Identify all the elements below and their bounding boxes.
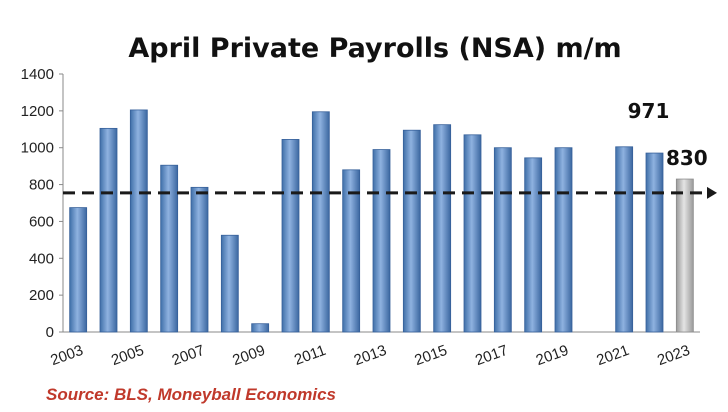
y-tick-label: 400 (29, 250, 54, 267)
y-tick-label: 1400 (21, 66, 54, 83)
bar-2006 (160, 164, 179, 333)
x-tick-label: 2009 (230, 342, 267, 369)
y-tick-label: 1000 (21, 140, 54, 157)
y-tick-label: 600 (29, 213, 54, 230)
x-tick-label: 2023 (655, 342, 692, 369)
y-tick-label: 800 (29, 177, 54, 194)
data-label-2023: 830 (666, 146, 708, 170)
bar-2009 (251, 323, 270, 333)
bar-2017 (493, 147, 512, 333)
x-tick-label: 2003 (48, 342, 85, 369)
bar-2014 (402, 129, 421, 333)
bar-2012 (342, 169, 361, 333)
bars (69, 109, 694, 333)
bar-2021 (615, 146, 634, 333)
bar-2010 (281, 139, 300, 333)
data-labels: 971 830 (628, 99, 708, 170)
source-note: Source: BLS, Moneyball Economics (46, 385, 336, 404)
bar-2013 (372, 149, 391, 333)
reference-line-arrow (707, 186, 717, 199)
bar-2003 (69, 207, 88, 333)
bar-2018 (524, 157, 543, 333)
x-tick-label: 2007 (170, 342, 207, 369)
x-tick-label: 2017 (473, 342, 510, 369)
x-tick-label: 2015 (412, 342, 449, 369)
chart-title: April Private Payrolls (NSA) m/m (128, 33, 621, 64)
bar-2016 (463, 134, 482, 333)
bar-2008 (220, 234, 239, 333)
y-tick-labels: 0 200 400 600 800 1000 1200 1400 (21, 66, 63, 341)
x-tick-label: 2011 (292, 342, 328, 369)
y-tick-label: 0 (46, 324, 54, 341)
bar-2004 (99, 127, 118, 333)
x-tick-label: 2005 (109, 342, 146, 369)
data-label-2022: 971 (628, 99, 670, 123)
bar-2019 (554, 147, 573, 333)
reference-line-group (63, 186, 717, 199)
x-tick-label: 2013 (352, 342, 389, 369)
x-tick-labels: 2003 2005 2007 2009 2011 2013 2015 2017 2019 2021… (48, 342, 692, 369)
x-tick-label: 2019 (534, 342, 571, 369)
y-tick-label: 1200 (21, 103, 54, 120)
bar-2023 (675, 178, 694, 333)
bar-2015 (433, 124, 452, 333)
bar-2007 (190, 186, 209, 333)
bar-2022 (645, 152, 664, 333)
bar-2005 (129, 109, 148, 333)
y-tick-label: 200 (29, 287, 54, 304)
x-tick-label: 2021 (594, 342, 631, 369)
bar-2011 (311, 111, 330, 333)
